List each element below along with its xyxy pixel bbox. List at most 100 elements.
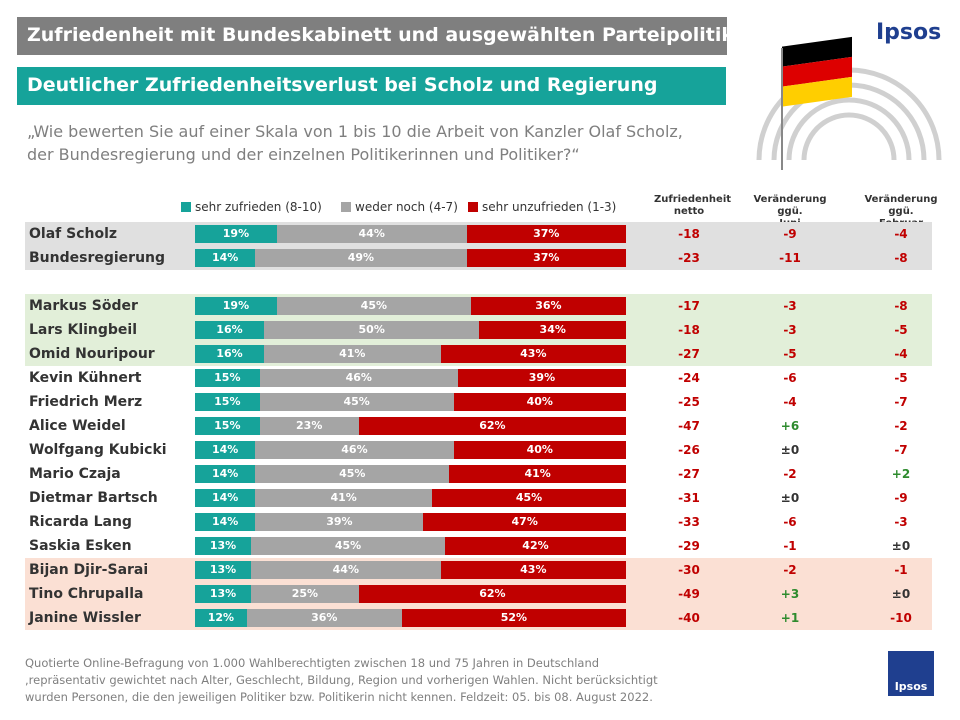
row-label: Alice Weidel — [29, 418, 126, 434]
ipsos-logo-badge-text: Ipsos — [894, 680, 928, 693]
row-label: Tino Chrupalla — [29, 586, 144, 602]
bar-segment-neutral: 46% — [255, 441, 454, 459]
row-label: Markus Söder — [29, 298, 138, 314]
value-netto: -29 — [678, 539, 700, 553]
bar-segment-satisfied: 16% — [195, 321, 264, 339]
value-change-february: -9 — [894, 491, 908, 505]
column-header-netto-line2: netto — [673, 206, 705, 217]
legend-swatch-satisfied — [181, 202, 191, 212]
bar-segment-satisfied: 13% — [195, 537, 252, 555]
bar-segment-neutral: 45% — [251, 537, 445, 555]
column-header-february-line1: Veränderung ggü. — [864, 194, 938, 217]
bar-segment-dissatisfied: 36% — [470, 297, 626, 315]
bar-segment-dissatisfied: 43% — [440, 561, 626, 579]
bar-segment-dissatisfied: 37% — [466, 225, 626, 243]
bar-segment-neutral: 36% — [246, 609, 402, 627]
bar-segment-satisfied: 16% — [195, 345, 264, 363]
bar-segment-satisfied: 15% — [195, 369, 260, 387]
bar-segment-satisfied: 19% — [195, 225, 277, 243]
bar-segment-neutral: 49% — [255, 249, 467, 267]
value-netto: -40 — [678, 611, 700, 625]
legend-swatch-neutral — [341, 202, 351, 212]
bar-segment-neutral: 44% — [251, 561, 441, 579]
bar-segment-dissatisfied: 40% — [453, 393, 626, 411]
value-netto: -18 — [678, 227, 700, 241]
bar-segment-satisfied: 14% — [195, 249, 256, 267]
legend-label-neutral: weder noch (4-7) — [355, 200, 458, 214]
bar-segment-satisfied: 13% — [195, 561, 252, 579]
bar-segment-dissatisfied: 37% — [466, 249, 626, 267]
bar-segment-satisfied: 12% — [195, 609, 247, 627]
bar-segment-satisfied: 14% — [195, 441, 256, 459]
bar-segment-dissatisfied: 45% — [432, 489, 626, 507]
bar-segment-dissatisfied: 43% — [440, 345, 626, 363]
row-label: Ricarda Lang — [29, 514, 132, 530]
row-label: Kevin Kühnert — [29, 370, 142, 386]
value-change-june: -6 — [783, 371, 797, 385]
value-change-february: -5 — [894, 323, 908, 337]
row-label: Bundesregierung — [29, 250, 166, 266]
legend-neutral: weder noch (4-7) — [341, 200, 458, 216]
value-change-february: -7 — [894, 443, 908, 457]
survey-question: „Wie bewerten Sie auf einer Skala von 1 … — [27, 122, 683, 164]
value-netto: -17 — [678, 299, 700, 313]
legend-dissatisfied: sehr unzufrieden (1-3) — [468, 200, 616, 216]
column-header-june-line1: Veränderung ggü. — [753, 194, 827, 217]
value-change-february: -4 — [894, 227, 908, 241]
bar-segment-satisfied: 14% — [195, 513, 256, 531]
value-change-february: -3 — [894, 515, 908, 529]
chart-title: Zufriedenheit mit Bundeskabinett und aus… — [17, 17, 727, 55]
footnote-line-1: Quotierte Online-Befragung von 1.000 Wah… — [25, 656, 600, 670]
bar-segment-satisfied: 15% — [195, 393, 260, 411]
value-change-june: ±0 — [780, 491, 800, 505]
bar-segment-neutral: 50% — [263, 321, 480, 339]
value-change-june: -3 — [783, 299, 797, 313]
value-netto: -33 — [678, 515, 700, 529]
value-change-june: +1 — [780, 611, 800, 625]
row-label: Wolfgang Kubicki — [29, 442, 167, 458]
bar-segment-neutral: 25% — [251, 585, 359, 603]
value-change-june: ±0 — [780, 443, 800, 457]
column-header-netto-line1: Zufriedenheit — [654, 194, 732, 205]
value-change-june: +6 — [780, 419, 800, 433]
value-change-february: ±0 — [891, 587, 911, 601]
row-label: Olaf Scholz — [29, 226, 118, 242]
value-netto: -27 — [678, 347, 700, 361]
bar-segment-dissatisfied: 62% — [358, 585, 626, 603]
bar-segment-satisfied: 13% — [195, 585, 252, 603]
value-change-february: -8 — [894, 251, 908, 265]
value-change-february: -7 — [894, 395, 908, 409]
bundestag-flag-icon — [756, 36, 942, 170]
value-change-june: -4 — [783, 395, 797, 409]
footnote-line-3: wurden Personen, die den jeweiligen Poli… — [25, 690, 653, 704]
value-change-june: -5 — [783, 347, 797, 361]
legend-swatch-dissatisfied — [468, 202, 478, 212]
ipsos-logo-badge: Ipsos — [888, 651, 934, 696]
row-label: Janine Wissler — [29, 610, 141, 626]
bar-segment-neutral: 46% — [259, 369, 458, 387]
bar-segment-dissatisfied: 62% — [358, 417, 626, 435]
row-label: Lars Klingbeil — [29, 322, 138, 338]
value-change-june: -1 — [783, 539, 797, 553]
bar-segment-dissatisfied: 41% — [449, 465, 626, 483]
row-label: Omid Nouripour — [29, 346, 155, 362]
row-label: Mario Czaja — [29, 466, 121, 482]
row-label: Dietmar Bartsch — [29, 490, 158, 506]
value-netto: -30 — [678, 563, 700, 577]
bar-segment-neutral: 23% — [259, 417, 359, 435]
value-change-february: -10 — [890, 611, 912, 625]
bar-segment-dissatisfied: 40% — [453, 441, 626, 459]
bar-segment-neutral: 41% — [255, 489, 433, 507]
bar-segment-satisfied: 15% — [195, 417, 260, 435]
bar-segment-neutral: 44% — [276, 225, 467, 243]
bar-segment-neutral: 45% — [276, 297, 471, 315]
value-netto: -25 — [678, 395, 700, 409]
value-change-june: -6 — [783, 515, 797, 529]
value-change-february: -5 — [894, 371, 908, 385]
value-netto: -26 — [678, 443, 700, 457]
row-label: Friedrich Merz — [29, 394, 143, 410]
value-netto: -23 — [678, 251, 700, 265]
value-change-february: +2 — [891, 467, 911, 481]
value-change-june: -3 — [783, 323, 797, 337]
value-change-june: -9 — [783, 227, 797, 241]
